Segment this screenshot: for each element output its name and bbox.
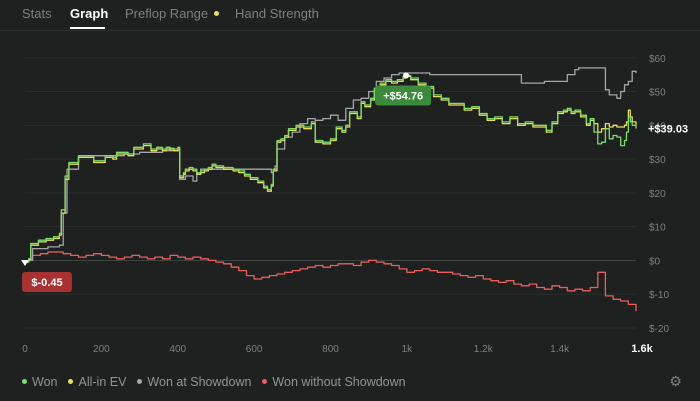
tab-graph[interactable]: Graph bbox=[70, 6, 109, 21]
min-badge-bg bbox=[22, 271, 72, 292]
max-marker bbox=[403, 72, 410, 79]
y-tick-label: $30 bbox=[649, 155, 666, 166]
tab-stats[interactable]: Stats bbox=[22, 6, 52, 21]
y-tick-label: $-10 bbox=[649, 290, 669, 301]
y-tick-label: $50 bbox=[649, 88, 666, 99]
x-tick-label: 1.2k bbox=[474, 344, 494, 355]
min-badge: $-0.45 bbox=[22, 271, 72, 292]
legend-dot bbox=[137, 379, 143, 384]
chart-legend: Won All-in EV Won at Showdown Won without S… bbox=[22, 375, 417, 389]
y-axis: $60 $50 $40 $30 $20 $10 $0 $-10 $-20 bbox=[649, 54, 669, 335]
y-tick-label: $10 bbox=[649, 223, 666, 234]
legend-label: Won bbox=[32, 375, 58, 389]
x-tick-label: 200 bbox=[93, 344, 110, 355]
profit-graph[interactable]: $60 $50 $40 $30 $20 $10 $0 $-10 $-20 0 200 400 600 8… bbox=[0, 31, 700, 371]
x-tick-label: 600 bbox=[246, 344, 263, 355]
series-line-all-in-ev bbox=[25, 75, 637, 263]
series-line-won-without-showdown bbox=[25, 251, 637, 312]
tab-preflop-range-label: Preflop Range bbox=[125, 6, 209, 21]
legend-dot bbox=[68, 379, 74, 384]
legend-dot bbox=[262, 379, 268, 384]
x-tick-label: 1k bbox=[402, 344, 414, 355]
legend-item[interactable]: Won at Showdown bbox=[137, 375, 251, 389]
legend-item[interactable]: Won bbox=[22, 375, 57, 389]
legend-label: Won without Showdown bbox=[272, 375, 406, 389]
final-value-label: +$39.03 bbox=[648, 124, 688, 136]
series-line-won-at-showdown bbox=[25, 67, 637, 263]
x-end-label: 1.6k bbox=[631, 343, 653, 355]
tab-hand-strength[interactable]: Hand Strength bbox=[235, 6, 319, 21]
y-tick-label: $0 bbox=[649, 256, 661, 267]
tab-preflop-range[interactable]: Preflop Range bbox=[125, 6, 220, 21]
max-badge-text: +$54.76 bbox=[383, 90, 423, 102]
x-tick-label: 400 bbox=[169, 344, 186, 355]
series-layer bbox=[25, 67, 637, 312]
y-tick-label: $-20 bbox=[649, 324, 669, 335]
tab-bar: Stats Graph Preflop Range Hand Strength bbox=[0, 0, 700, 30]
y-tick-label: $60 bbox=[649, 54, 666, 65]
legend-item[interactable]: All-in EV bbox=[68, 375, 126, 389]
legend-item[interactable]: Won without Showdown bbox=[262, 375, 406, 389]
gear-icon[interactable]: ⚙ bbox=[669, 373, 682, 389]
y-tick-label: $20 bbox=[649, 189, 666, 200]
tabs-divider bbox=[0, 30, 700, 31]
x-tick-label: 0 bbox=[22, 344, 28, 355]
x-tick-label: 800 bbox=[322, 344, 339, 355]
min-badge-text: $-0.45 bbox=[31, 277, 62, 289]
y-tick-label: $40 bbox=[649, 121, 666, 132]
series-line-won bbox=[25, 74, 637, 263]
legend-label: Won at Showdown bbox=[147, 375, 252, 389]
x-axis: 0 200 400 600 800 1k 1.2k 1.4k 1.6k bbox=[22, 343, 653, 355]
max-badge-bg bbox=[375, 85, 432, 106]
active-tab-indicator bbox=[70, 27, 105, 29]
min-marker bbox=[21, 259, 29, 266]
new-indicator-dot bbox=[214, 11, 220, 16]
annotation-layer: +$54.76 $-0.45 +$39.03 bbox=[21, 72, 688, 292]
legend-dot bbox=[22, 379, 27, 384]
x-tick-label: 1.4k bbox=[550, 344, 570, 355]
max-badge: +$54.76 bbox=[375, 85, 432, 106]
legend-label: All-in EV bbox=[78, 375, 127, 389]
